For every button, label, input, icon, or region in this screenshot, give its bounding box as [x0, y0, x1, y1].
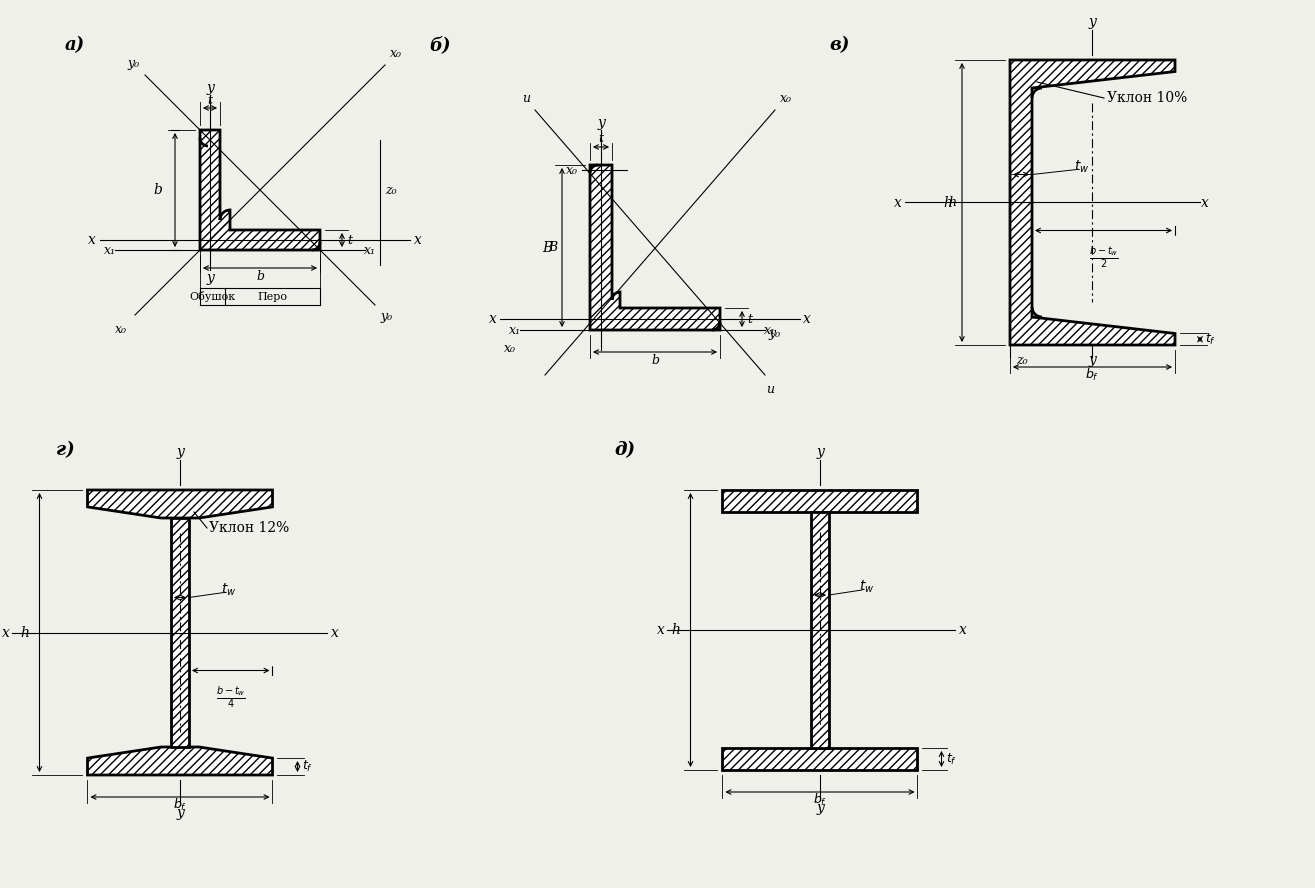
Text: $t_w$: $t_w$ [859, 579, 874, 595]
Text: Перо: Перо [258, 291, 288, 302]
Text: x₁: x₁ [509, 323, 521, 337]
Text: y: y [597, 116, 605, 130]
Text: B: B [542, 241, 552, 255]
Text: x₀: x₀ [114, 323, 128, 336]
Text: y: y [206, 81, 214, 95]
Polygon shape [590, 165, 721, 330]
Text: u: u [522, 92, 530, 105]
Text: b: b [651, 353, 659, 367]
Polygon shape [1010, 60, 1176, 345]
Text: Уклон 10%: Уклон 10% [1107, 91, 1187, 105]
Text: x₁: x₁ [764, 323, 776, 337]
Text: y₀: y₀ [128, 57, 139, 70]
Text: y: y [206, 271, 214, 285]
Polygon shape [811, 512, 828, 748]
Text: x: x [959, 623, 967, 637]
Text: t: t [598, 132, 604, 146]
Text: x₁: x₁ [364, 243, 376, 257]
Text: x₀: x₀ [565, 163, 579, 177]
Text: $\frac{b-t_w}{4}$: $\frac{b-t_w}{4}$ [216, 685, 246, 710]
Text: y: y [817, 445, 825, 459]
Text: b: b [256, 269, 264, 282]
Text: u: u [767, 383, 775, 396]
Text: x: x [1201, 195, 1208, 210]
Polygon shape [722, 490, 918, 512]
Text: t: t [747, 313, 752, 326]
Text: z₀: z₀ [385, 184, 397, 196]
Text: x: x [894, 195, 902, 210]
Text: $\frac{b-t_w}{2}$: $\frac{b-t_w}{2}$ [1089, 244, 1118, 270]
Text: $b_f$: $b_f$ [1085, 367, 1099, 383]
Text: y: y [1089, 353, 1097, 367]
Text: x₀: x₀ [780, 92, 792, 105]
Text: в): в) [830, 36, 851, 54]
Text: x: x [88, 233, 96, 247]
Text: $t_f$: $t_f$ [1205, 332, 1216, 347]
Text: а): а) [64, 36, 85, 54]
Text: x: x [489, 312, 497, 326]
Text: $t_f$: $t_f$ [947, 751, 957, 766]
Text: y₀: y₀ [769, 327, 781, 339]
Text: y: y [176, 445, 184, 459]
Text: h: h [943, 195, 952, 210]
Text: z₀: z₀ [1016, 353, 1028, 367]
Text: y₀: y₀ [380, 310, 392, 323]
Text: $t_w$: $t_w$ [1074, 158, 1090, 175]
Text: б): б) [429, 36, 451, 54]
Text: x₀: x₀ [391, 47, 402, 60]
Text: $t_f$: $t_f$ [302, 759, 313, 774]
Text: $b_f$: $b_f$ [174, 797, 187, 813]
Text: x₁: x₁ [104, 243, 116, 257]
Text: x: x [330, 625, 338, 639]
Text: t: t [208, 93, 213, 107]
Text: B: B [548, 241, 558, 254]
Text: b: b [153, 183, 162, 197]
Text: д): д) [614, 441, 635, 459]
Text: h: h [672, 623, 680, 637]
Text: x: x [656, 623, 664, 637]
Text: $b_f$: $b_f$ [813, 792, 827, 808]
Text: y: y [817, 801, 825, 815]
Text: x: x [414, 233, 422, 247]
Text: Уклон 12%: Уклон 12% [209, 521, 289, 535]
Text: h: h [948, 196, 956, 209]
Text: y: y [176, 806, 184, 820]
Text: x: x [1, 625, 9, 639]
Text: $t_w$: $t_w$ [221, 582, 237, 598]
Text: Обушок: Обушок [189, 291, 235, 302]
Polygon shape [200, 130, 320, 250]
Text: t: t [347, 234, 352, 247]
Polygon shape [88, 490, 272, 518]
Polygon shape [722, 748, 918, 770]
Text: h: h [21, 625, 29, 639]
Text: y: y [1089, 15, 1097, 29]
Text: x₀: x₀ [504, 342, 515, 354]
Text: x: x [803, 312, 811, 326]
Polygon shape [88, 747, 272, 775]
Polygon shape [171, 518, 189, 747]
Text: г): г) [55, 441, 75, 459]
